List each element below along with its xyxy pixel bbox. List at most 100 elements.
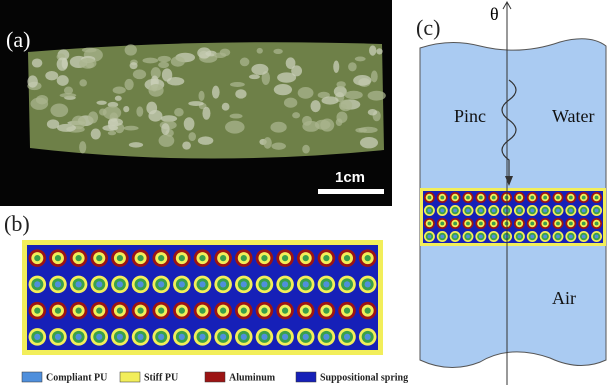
cell-core [179, 255, 185, 261]
cell-core [76, 255, 82, 261]
texture-spot [222, 103, 230, 111]
cell-core [569, 209, 573, 213]
texture-spot [57, 75, 69, 86]
legend-label: Suppositional spring [320, 372, 408, 383]
texture-spot [292, 112, 300, 118]
texture-spot [162, 68, 172, 81]
cell-core [428, 235, 432, 239]
cell-core [323, 334, 329, 340]
cell-core [492, 209, 496, 213]
cell-core [595, 209, 599, 213]
cell-core [158, 281, 164, 287]
texture-spot [376, 48, 382, 54]
texture-spot [270, 122, 286, 133]
texture-spot [225, 121, 245, 134]
cell-core [137, 281, 143, 287]
cell-core [453, 222, 457, 226]
texture-spot [251, 64, 268, 75]
texture-spot [108, 118, 123, 126]
cell-core [282, 308, 288, 314]
cell-core [55, 255, 61, 261]
lower-medium-label: Air [552, 288, 576, 308]
cell-core [199, 334, 205, 340]
texture-spot [339, 100, 352, 112]
cell-core [428, 222, 432, 226]
cell-core [556, 235, 560, 239]
cell-core [582, 222, 586, 226]
texture-spot [284, 98, 297, 108]
texture-spot [27, 75, 37, 87]
cell-core [261, 308, 267, 314]
cell-core [34, 334, 40, 340]
cell-core [261, 281, 267, 287]
texture-spot [57, 124, 76, 132]
texture-spot [302, 121, 319, 132]
texture-spot [133, 69, 146, 79]
cell-core [261, 255, 267, 261]
cell-core [179, 308, 185, 314]
texture-spot [311, 100, 321, 112]
cell-core [530, 235, 534, 239]
texture-spot [79, 58, 96, 69]
cell-core [582, 196, 586, 200]
texture-spot [188, 132, 195, 141]
cell-core [530, 196, 534, 200]
cell-core [479, 209, 483, 213]
cell-core [282, 334, 288, 340]
legend-label: Compliant PU [46, 372, 107, 383]
cell-core [365, 308, 371, 314]
texture-spot [184, 117, 195, 130]
cell-core [569, 222, 573, 226]
legend-swatch [296, 372, 316, 382]
cell-core [282, 281, 288, 287]
cell-core [158, 308, 164, 314]
cell-core [117, 334, 123, 340]
panel-label: (c) [416, 15, 440, 40]
legend-label: Aluminum [229, 372, 276, 383]
texture-spot [321, 96, 338, 104]
texture-spot [277, 72, 296, 82]
cell-core [440, 235, 444, 239]
cell-core [34, 308, 40, 314]
texture-spot [263, 137, 272, 149]
figure: (a) 1cm (b) Compliant PUStiff PUAluminum… [0, 0, 609, 388]
cell-core [492, 235, 496, 239]
texture-spot [240, 58, 250, 67]
texture-spot [82, 48, 97, 53]
cell-core [303, 334, 309, 340]
cell-core [179, 334, 185, 340]
texture-spot [212, 86, 220, 99]
texture-spot [148, 84, 163, 97]
texture-spot [32, 58, 43, 67]
texture-spot [371, 71, 378, 83]
cell-core [76, 308, 82, 314]
cell-core [261, 334, 267, 340]
cell-core [530, 209, 534, 213]
cell-core [344, 255, 350, 261]
texture-spot [333, 61, 339, 73]
cell-core [518, 196, 522, 200]
scale-bar-label: 1cm [335, 169, 365, 186]
cell-core [117, 281, 123, 287]
cell-core [556, 222, 560, 226]
cell-core [158, 255, 164, 261]
cell-core [595, 222, 599, 226]
cell-core [595, 196, 599, 200]
cell-core [179, 281, 185, 287]
cell-core [241, 281, 247, 287]
cell-core [453, 209, 457, 213]
cell-core [365, 255, 371, 261]
cell-core [220, 255, 226, 261]
texture-spot [60, 93, 77, 98]
cell-core [220, 308, 226, 314]
legend-label: Stiff PU [144, 372, 178, 383]
texture-spot [202, 107, 210, 120]
cell-core [303, 308, 309, 314]
legend-swatch [22, 372, 42, 382]
texture-spot [230, 82, 245, 87]
cell-core [344, 334, 350, 340]
texture-spot [273, 49, 282, 54]
cell-core [365, 334, 371, 340]
cell-core [492, 196, 496, 200]
cell-core [428, 196, 432, 200]
